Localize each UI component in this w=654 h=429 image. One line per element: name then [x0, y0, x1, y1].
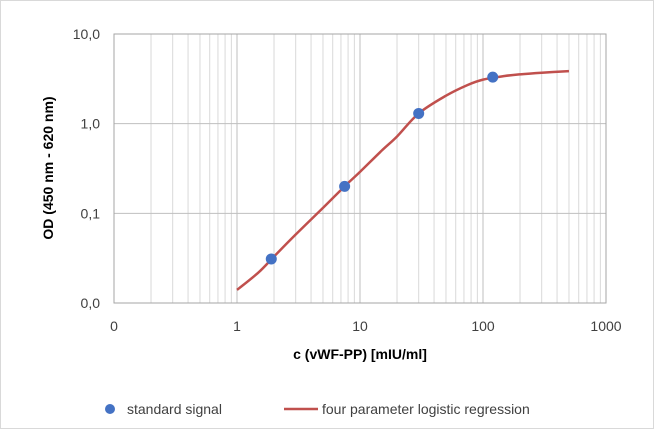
y-axis-title: OD (450 nm - 620 nm): [40, 96, 56, 239]
legend-label-regression: four parameter logistic regression: [322, 401, 530, 417]
legend: standard signal four parameter logistic …: [105, 401, 530, 417]
y-tick-label: 1,0: [81, 116, 101, 132]
x-tick-label: 10: [352, 318, 368, 334]
grid-layer: [114, 34, 606, 303]
y-tick-label: 10,0: [73, 26, 100, 42]
x-tick-label: 1: [233, 318, 241, 334]
x-tick-label: 1000: [590, 318, 621, 334]
y-tick-label: 0,1: [81, 205, 101, 221]
standard-signal-point: [265, 253, 277, 265]
standard-signal-point: [339, 180, 351, 192]
x-tick-label: 100: [471, 318, 495, 334]
legend-marker-standard-signal: [105, 404, 115, 414]
series-layer: [236, 69, 570, 291]
regression-curve: [236, 69, 570, 291]
legend-label-standard-signal: standard signal: [127, 401, 222, 417]
plot-area-border: [113, 33, 607, 304]
y-axis-ticks: 0,0 0,1 1,0 10,0: [73, 26, 100, 311]
y-tick-label: 0,0: [81, 295, 101, 311]
standard-signal-point: [413, 107, 425, 119]
standard-signal-point: [487, 71, 499, 83]
x-tick-label: 0: [110, 318, 118, 334]
x-axis-ticks: 0 1 10 100 1000: [110, 318, 622, 334]
x-axis-title: c (vWF-PP) [mIU/ml]: [293, 346, 427, 362]
